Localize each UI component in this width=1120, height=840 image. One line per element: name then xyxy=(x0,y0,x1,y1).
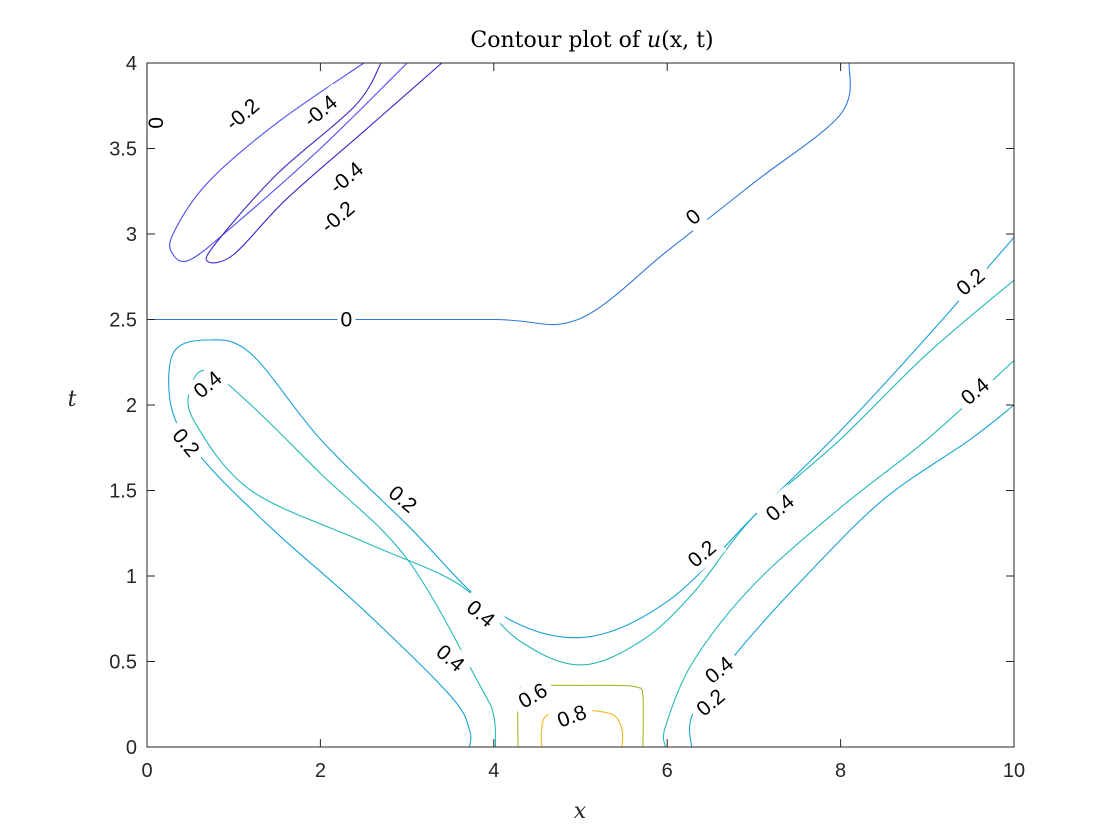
x-axis-label: x xyxy=(574,799,587,824)
contour-label-backing xyxy=(677,201,709,233)
contour-label-backing xyxy=(946,258,996,306)
contour-line-3 xyxy=(168,237,1015,748)
y-tick-label: 3 xyxy=(126,224,137,246)
title-function: u xyxy=(647,28,661,53)
contour-label-backing xyxy=(162,418,210,468)
y-tick-label: 2 xyxy=(126,395,137,417)
contour-line-6 xyxy=(146,62,851,326)
title-prefix: Contour plot of xyxy=(470,28,647,53)
title-args: (x, t) xyxy=(661,28,713,53)
chart-title: Contour plot of u(x, t) xyxy=(470,28,713,53)
contour-line-8 xyxy=(169,62,408,263)
y-tick-label: 1 xyxy=(126,566,137,588)
y-tick-label: 4 xyxy=(126,53,137,75)
x-tick-label: 6 xyxy=(662,760,673,782)
contour-label-backing xyxy=(755,484,805,532)
x-tick-label: 4 xyxy=(488,760,499,782)
x-tick-label: 8 xyxy=(835,760,846,782)
contour-label-backing xyxy=(183,361,233,408)
x-axis-ticks: 0 2 4 6 8 10 xyxy=(141,63,1025,782)
contour-label-backing xyxy=(547,696,596,736)
contour-label-backing xyxy=(686,679,736,726)
contour-label-backing xyxy=(456,590,506,638)
contour-label-text: 0 xyxy=(144,117,167,129)
y-tick-label: 2.5 xyxy=(109,310,137,332)
contour-line-9 xyxy=(205,62,443,264)
contour-label-5: 0 xyxy=(677,201,709,233)
contour-label-backing xyxy=(308,189,367,245)
x-tick-label: 2 xyxy=(315,760,326,782)
y-tick-label: 1.5 xyxy=(109,481,137,503)
contour-label-4: 0 xyxy=(142,113,169,132)
contour-label-backing xyxy=(677,530,727,578)
contour-label-backing xyxy=(291,83,350,139)
x-tick-label: 10 xyxy=(1003,760,1025,782)
y-axis-label: t xyxy=(68,387,77,412)
y-tick-label: 0 xyxy=(126,737,137,759)
contour-label-backing xyxy=(378,475,428,523)
contour-label-6: 0 xyxy=(337,306,356,333)
contour-label-15: 0.4 xyxy=(425,634,475,682)
contour-label-backing xyxy=(337,306,356,333)
contour-label-backing xyxy=(142,113,169,132)
contour-label-backing xyxy=(694,646,744,694)
y-axis-ticks: 0 0.5 1 1.5 2 2.5 3 3.5 4 xyxy=(109,53,1014,759)
y-tick-label: 0.5 xyxy=(109,652,137,674)
contour-label-backing xyxy=(317,150,376,205)
contour-label-text: 0 xyxy=(341,309,353,332)
contour-label-backing xyxy=(508,673,558,718)
plot-area xyxy=(147,63,1014,747)
x-tick-label: 0 xyxy=(141,760,152,782)
contour-label-backing xyxy=(213,86,272,142)
contour-label-backing xyxy=(950,367,1000,415)
contour-line-4 xyxy=(662,360,1015,748)
contour-label-backing xyxy=(425,634,475,682)
y-tick-label: 3.5 xyxy=(109,139,137,161)
